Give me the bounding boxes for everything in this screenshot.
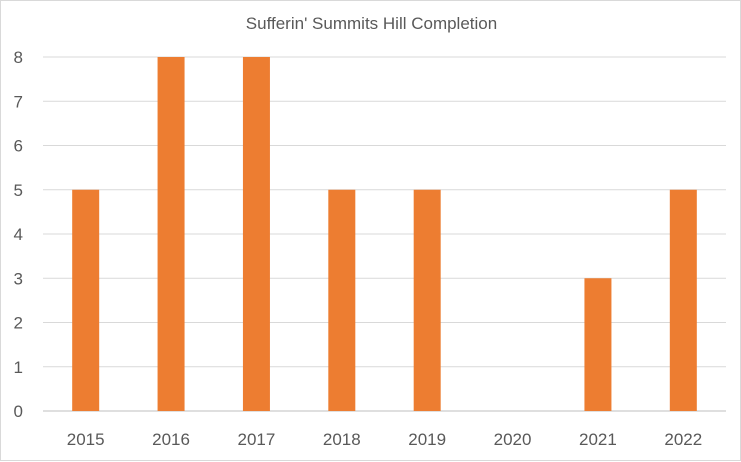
y-tick-label: 5 [14, 181, 23, 200]
bar-2018 [328, 189, 356, 411]
bar-2021 [584, 278, 612, 411]
x-tick-label: 2019 [408, 430, 446, 449]
bar-2017 [242, 57, 270, 411]
y-tick-label: 8 [14, 48, 23, 67]
y-tick-label: 3 [14, 269, 23, 288]
bar-2022 [669, 189, 697, 411]
bars [72, 57, 697, 411]
x-tick-label: 2017 [238, 430, 276, 449]
y-tick-label: 4 [14, 225, 23, 244]
chart-title: Sufferin' Summits Hill Completion [245, 14, 498, 33]
gridlines [43, 56, 726, 412]
y-axis-ticks: 0 1 2 3 4 5 6 7 8 [14, 48, 23, 421]
x-tick-label: 2021 [579, 430, 617, 449]
bar-2016 [157, 57, 185, 411]
bar-2015 [72, 189, 100, 411]
y-tick-label: 6 [14, 137, 23, 156]
y-tick-label: 2 [14, 314, 23, 333]
x-axis-ticks: 2015 2016 2017 2018 2019 2020 2021 2022 [67, 430, 702, 449]
y-tick-label: 7 [14, 92, 23, 111]
x-tick-label: 2015 [67, 430, 105, 449]
x-tick-label: 2022 [664, 430, 702, 449]
y-tick-label: 0 [14, 402, 23, 421]
y-tick-label: 1 [14, 358, 23, 377]
x-tick-label: 2020 [494, 430, 532, 449]
x-tick-label: 2018 [323, 430, 361, 449]
bar-2019 [413, 189, 441, 411]
x-tick-label: 2016 [152, 430, 190, 449]
